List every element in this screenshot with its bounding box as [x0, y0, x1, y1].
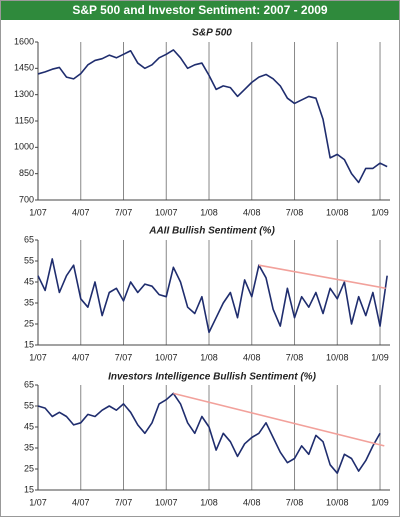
- y-tick-label: 35: [24, 442, 34, 452]
- x-tick-label: 7/08: [286, 497, 304, 507]
- y-tick-label: 1000: [14, 142, 34, 152]
- chart-title: S&P 500 and Investor Sentiment: 2007 - 2…: [72, 3, 328, 17]
- y-tick-label: 55: [24, 255, 34, 265]
- x-tick-label: 7/07: [115, 207, 133, 217]
- y-tick-label: 25: [24, 463, 34, 473]
- y-tick-label: 25: [24, 318, 34, 328]
- x-tick-label: 4/07: [72, 207, 90, 217]
- y-tick-label: 1600: [14, 36, 34, 46]
- y-tick-label: 55: [24, 400, 34, 410]
- panel-title: Investors Intelligence Bullish Sentiment…: [108, 372, 316, 383]
- y-tick-label: 1300: [14, 89, 34, 99]
- x-tick-label: 1/08: [200, 207, 218, 217]
- data-line: [37, 258, 388, 334]
- x-tick-label: 10/08: [326, 352, 349, 362]
- y-tick-label: 15: [24, 339, 34, 349]
- x-tick-label: 10/08: [326, 207, 349, 217]
- y-tick-label: 850: [19, 168, 34, 178]
- x-tick-label: 1/09: [371, 352, 389, 362]
- x-tick-label: 10/08: [326, 497, 349, 507]
- y-tick-label: 700: [19, 194, 34, 204]
- x-tick-label: 7/07: [115, 352, 133, 362]
- x-tick-label: 4/08: [243, 497, 261, 507]
- title-bar: [1, 1, 399, 20]
- y-tick-label: 65: [24, 234, 34, 244]
- panel-title: S&P 500: [192, 28, 232, 39]
- x-tick-label: 4/07: [72, 352, 90, 362]
- x-tick-label: 10/07: [155, 352, 178, 362]
- x-tick-label: 4/08: [243, 207, 261, 217]
- x-tick-label: 1/07: [29, 497, 47, 507]
- panel-title: AAII Bullish Sentiment (%): [148, 226, 275, 237]
- x-tick-label: 10/07: [155, 497, 178, 507]
- y-tick-label: 1450: [14, 63, 34, 73]
- y-tick-label: 15: [24, 484, 34, 494]
- x-tick-label: 7/07: [115, 497, 133, 507]
- x-tick-label: 7/08: [286, 352, 304, 362]
- y-tick-label: 45: [24, 421, 34, 431]
- x-tick-label: 1/08: [200, 497, 218, 507]
- data-line: [37, 392, 381, 474]
- x-tick-label: 1/07: [29, 207, 47, 217]
- y-tick-label: 1150: [15, 115, 34, 125]
- x-tick-label: 1/08: [200, 352, 218, 362]
- y-tick-label: 45: [24, 276, 34, 286]
- x-tick-label: 10/07: [155, 207, 178, 217]
- trend-line: [258, 264, 386, 290]
- x-tick-label: 4/08: [243, 352, 261, 362]
- x-tick-label: 4/07: [72, 497, 90, 507]
- data-line: [37, 49, 388, 184]
- x-tick-label: 1/09: [371, 497, 389, 507]
- trend-line: [173, 392, 385, 447]
- x-tick-label: 1/07: [29, 352, 47, 362]
- y-tick-label: 35: [24, 297, 34, 307]
- x-tick-label: 7/08: [286, 207, 304, 217]
- y-tick-label: 65: [24, 379, 34, 389]
- x-tick-label: 1/09: [371, 207, 389, 217]
